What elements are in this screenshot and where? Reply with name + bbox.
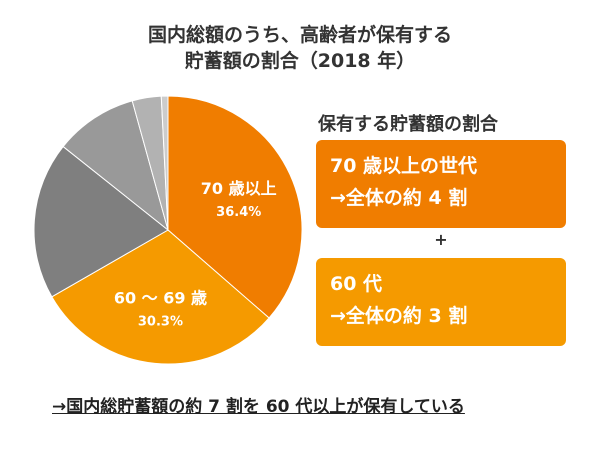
pie-slice-label-0: 70 歳以上 xyxy=(201,179,277,198)
pie-slice-value-1: 30.3% xyxy=(138,314,183,329)
conclusion-text: →国内総貯蓄額の約 7 割を 60 代以上が保有している xyxy=(52,397,465,417)
pie-slice-value-0: 36.4% xyxy=(216,205,261,220)
chart-title-line1: 国内総額のうち、高齢者が保有する xyxy=(147,24,452,46)
chart-title-line2: 貯蓄額の割合（2018 年） xyxy=(184,50,416,72)
plus-sign: + xyxy=(434,230,448,249)
callout-70-plus-line1: 70 歳以上の世代 xyxy=(330,155,478,177)
callout-70-plus-line2: →全体の約 4 割 xyxy=(330,187,468,209)
callout-60s: 60 代 →全体の約 3 割 xyxy=(316,258,566,346)
callout-60s-line1: 60 代 xyxy=(330,273,383,295)
legend-title: 保有する貯蓄額の割合 xyxy=(318,114,498,135)
pie-slice-3 xyxy=(62,100,169,232)
pie-slice-0 xyxy=(167,95,303,319)
callout-70-plus: 70 歳以上の世代 →全体の約 4 割 xyxy=(316,140,566,228)
callout-60s-line2: →全体の約 3 割 xyxy=(330,305,468,327)
pie-slice-1 xyxy=(51,229,270,365)
pie-slice-2 xyxy=(33,145,169,298)
pie-slice-5 xyxy=(160,95,169,231)
chart-title: 国内総額のうち、高齢者が保有する 貯蓄額の割合（2018 年） xyxy=(0,22,600,74)
pie-slice-label-1: 60 〜 69 歳 xyxy=(114,288,207,307)
